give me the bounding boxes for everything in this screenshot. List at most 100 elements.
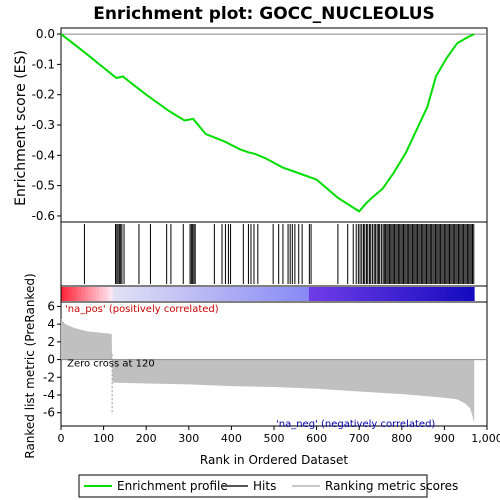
es-ylabel: Enrichment score (ES) [13, 50, 29, 206]
colorbar-segment [126, 287, 131, 301]
colorbar-segment [432, 287, 437, 301]
colorbar-segment [95, 287, 100, 301]
colorbar-segment [136, 287, 141, 301]
metric-ytick-label: 6 [47, 299, 55, 313]
x-tick-label: 300 [178, 432, 199, 445]
colorbar-segment [188, 287, 193, 301]
colorbar-segment [160, 287, 165, 301]
colorbar-segment [264, 287, 269, 301]
rank-colorbar [61, 287, 475, 301]
colorbar-segment [319, 287, 324, 301]
colorbar-segment [78, 287, 83, 301]
es-y-axis: 0.0 -0.1 -0.2 -0.3 -0.4 -0.5 -0.6 [32, 27, 61, 223]
colorbar-segment [408, 287, 413, 301]
colorbar-segment [398, 287, 403, 301]
colorbar-segment [202, 287, 207, 301]
colorbar-segment [195, 287, 200, 301]
colorbar-segment [329, 287, 334, 301]
metric-ytick-label: -2 [43, 370, 55, 384]
colorbar-segment [436, 287, 441, 301]
metric-ytick-label: -4 [43, 388, 55, 402]
colorbar-segment [377, 287, 382, 301]
metric-y-axis: 6 4 2 0 -2 -4 -6 [43, 299, 61, 420]
colorbar-segment [291, 287, 296, 301]
colorbar-segment [277, 287, 282, 301]
es-ytick-label: 0.0 [36, 27, 55, 41]
colorbar-segment [419, 287, 423, 301]
colorbar-segment [98, 287, 103, 301]
colorbar-segment [312, 287, 317, 301]
colorbar-segment [129, 287, 134, 301]
colorbar-segment [460, 287, 465, 301]
colorbar-segment [153, 287, 158, 301]
colorbar-segment [267, 287, 272, 301]
es-ytick-label: -0.4 [32, 148, 55, 162]
colorbar-segment [150, 287, 155, 301]
hits-group [83, 224, 475, 284]
colorbar-segment [326, 287, 330, 301]
colorbar-segment [119, 287, 124, 301]
colorbar-segment [105, 287, 110, 301]
colorbar-segment [178, 287, 182, 301]
x-axis: 0 100 200 300 400 500 600 700 800 900 1,000 [58, 426, 500, 445]
colorbar-segment [233, 287, 238, 301]
metric-ylabel: Ranked list metric (PreRanked) [23, 273, 37, 458]
metric-ytick-label: 2 [47, 335, 55, 349]
x-tick-label: 500 [264, 432, 285, 445]
colorbar-segment [446, 287, 451, 301]
colorbar-segment [467, 287, 472, 301]
colorbar-segment [133, 287, 138, 301]
colorbar-segment [219, 287, 224, 301]
colorbar-segment [381, 287, 386, 301]
colorbar-segment [391, 287, 396, 301]
colorbar-segment [339, 287, 344, 301]
x-tick-label: 400 [221, 432, 242, 445]
colorbar-segment [191, 287, 196, 301]
colorbar-segment [226, 287, 231, 301]
legend-frame [78, 474, 428, 498]
x-tick-label: 900 [434, 432, 455, 445]
x-tick-label: 1,000 [471, 432, 500, 445]
colorbar-segment [147, 287, 151, 301]
legend: Enrichment profile Hits Ranking metric s… [78, 474, 458, 498]
colorbar-segment [250, 287, 255, 301]
colorbar-segment [470, 287, 475, 301]
legend-label-hits: Hits [253, 479, 276, 493]
legend-label-metric: Ranking metric scores [325, 479, 458, 493]
colorbar-segment [322, 287, 327, 301]
colorbar-segment [116, 287, 120, 301]
colorbar-segment [281, 287, 286, 301]
colorbar-segment [260, 287, 265, 301]
colorbar-segment [308, 287, 313, 301]
es-series-line [60, 33, 475, 213]
colorbar-segment [229, 287, 234, 301]
colorbar-segment [384, 287, 389, 301]
colorbar-segment [353, 287, 358, 301]
colorbar-segment [171, 287, 176, 301]
metric-ytick-label: 0 [47, 353, 55, 367]
colorbar-segment [439, 287, 444, 301]
es-ytick-label: -0.3 [32, 118, 55, 132]
x-axis-label: Rank in Ordered Dataset [200, 453, 348, 467]
colorbar-segment [157, 287, 162, 301]
colorbar-segment [67, 287, 72, 301]
es-ytick-label: -0.6 [32, 209, 55, 223]
colorbar-segment [81, 287, 86, 301]
colorbar-segment [412, 287, 417, 301]
colorbar-segment [215, 287, 220, 301]
colorbar-segment [236, 287, 241, 301]
colorbar-segment [429, 287, 434, 301]
colorbar-segment [122, 287, 127, 301]
x-tick-label: 0 [58, 432, 65, 445]
zero-cross-label: Zero cross at 120 [67, 359, 155, 370]
x-tick-label: 100 [93, 432, 114, 445]
colorbar-segment [143, 287, 148, 301]
colorbar-segment [364, 287, 368, 301]
colorbar-segment [315, 287, 320, 301]
colorbar-segment [443, 287, 448, 301]
x-tick-label: 800 [391, 432, 412, 445]
es-ytick-label: -0.5 [32, 179, 55, 193]
colorbar-segment [284, 287, 289, 301]
colorbar-segment [298, 287, 303, 301]
